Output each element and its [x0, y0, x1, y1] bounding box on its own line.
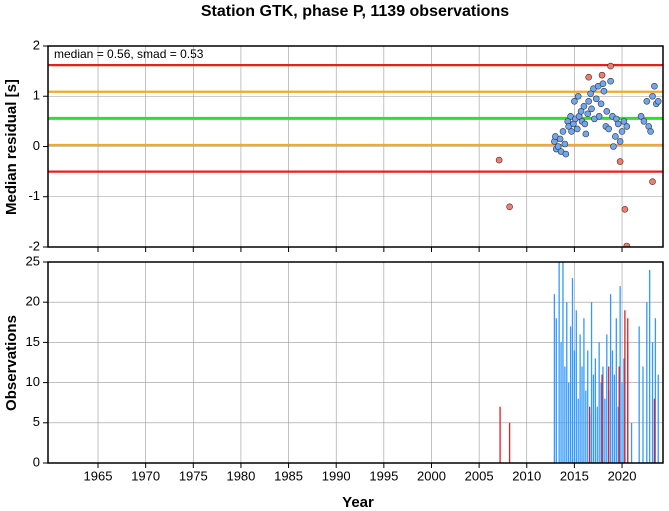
data-point — [561, 140, 569, 148]
data-point — [593, 95, 600, 103]
data-point — [581, 120, 589, 128]
data-point — [562, 150, 570, 158]
data-point — [640, 118, 648, 125]
data-point — [623, 242, 631, 247]
data-point — [623, 123, 631, 130]
data-point — [584, 110, 592, 118]
data-point — [571, 97, 578, 105]
data-point — [554, 143, 562, 150]
data-point — [588, 105, 595, 113]
data-point — [580, 103, 588, 110]
data-point — [495, 156, 503, 164]
data-point — [618, 128, 626, 135]
frame — [47, 45, 664, 248]
x-tick-label: 2010 — [512, 468, 541, 483]
data-point — [598, 71, 606, 79]
y-tick-label: 0 — [33, 454, 40, 469]
data-point — [637, 113, 645, 120]
plot-area — [499, 262, 659, 463]
data-point — [568, 128, 575, 135]
y-tick-label: 10 — [26, 374, 40, 389]
x-tick-label: 1980 — [226, 468, 255, 483]
chart-title: Station GTK, phase P, 1139 observations — [201, 3, 509, 20]
x-tick-label: 1975 — [179, 468, 208, 483]
data-point — [616, 138, 624, 145]
data-point — [585, 73, 592, 81]
y-tick-label: 25 — [26, 253, 40, 268]
data-point — [574, 92, 582, 100]
x-axis-label: Year — [342, 494, 374, 511]
x-tick-label: 2020 — [608, 468, 637, 483]
data-point — [605, 125, 612, 133]
y-tick-label: 1 — [33, 88, 40, 103]
x-tick-label: 1985 — [274, 468, 303, 483]
x-tick-label: 1965 — [84, 468, 113, 483]
data-point — [587, 90, 594, 98]
data-point — [649, 92, 656, 100]
x-tick-label: 1990 — [322, 468, 351, 483]
data-point — [654, 97, 662, 105]
data-point — [647, 128, 654, 135]
x-tick-label: 1970 — [131, 468, 160, 483]
data-point — [506, 203, 513, 211]
data-point — [607, 62, 614, 70]
data-point — [603, 108, 611, 115]
data-point — [582, 130, 590, 138]
data-point — [577, 108, 585, 115]
annotation: median = 0.56, smad = 0.53 — [54, 47, 204, 61]
y-tick-label: 5 — [33, 414, 40, 429]
data-point — [610, 143, 617, 150]
x-tick-label: 2015 — [560, 468, 589, 483]
data-point — [651, 82, 658, 90]
data-point — [643, 97, 651, 105]
data-point — [621, 206, 629, 213]
frame — [47, 261, 664, 464]
data-point — [614, 120, 622, 128]
data-point — [600, 87, 608, 95]
data-point — [559, 128, 567, 135]
plot-area — [48, 62, 663, 247]
data-point — [595, 113, 603, 120]
data-point — [556, 135, 564, 143]
y-tick-label: -1 — [28, 188, 40, 203]
x-tick-label: 2000 — [417, 468, 446, 483]
data-point — [597, 100, 605, 108]
x-tick-label: 1995 — [369, 468, 398, 483]
data-point — [585, 97, 592, 105]
y-axis-label: Observations — [3, 315, 20, 411]
y-axis-label: Median residual [s] — [3, 79, 20, 215]
data-point — [607, 77, 614, 85]
data-point — [649, 178, 656, 185]
y-tick-label: -2 — [28, 238, 40, 253]
y-tick-label: 20 — [26, 294, 40, 309]
data-point — [620, 118, 628, 125]
y-tick-label: 2 — [33, 37, 40, 52]
data-point — [616, 158, 624, 165]
y-tick-label: 0 — [33, 138, 40, 153]
x-tick-label: 2005 — [465, 468, 494, 483]
y-tick-label: 15 — [26, 334, 40, 349]
data-point — [612, 133, 619, 140]
data-point — [599, 80, 607, 87]
data-point — [573, 125, 581, 133]
